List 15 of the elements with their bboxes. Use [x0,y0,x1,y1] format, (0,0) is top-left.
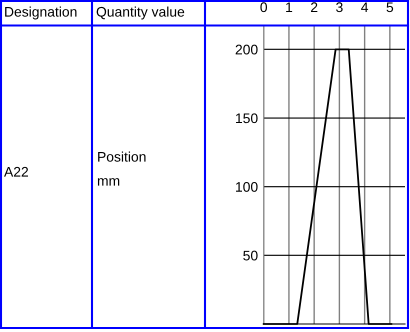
x-tick-label: 1 [286,2,292,12]
text: Designation [5,6,76,20]
text: Position [98,152,146,162]
x-tick-label: 2 [311,2,318,12]
y-tick-label: 100 [236,182,258,192]
text: mm [98,178,120,186]
x-tick-label: 5 [386,2,394,12]
text: Quantity value [96,6,184,20]
y-tick-label: 200 [236,44,258,55]
y-tick-label: 150 [236,113,258,124]
y-tick-label: 50 [243,250,258,261]
text: A22 [4,166,28,177]
x-tick-label: 0 [260,2,268,12]
x-tick-label: 4 [361,2,368,12]
x-tick-label: 3 [336,2,343,12]
